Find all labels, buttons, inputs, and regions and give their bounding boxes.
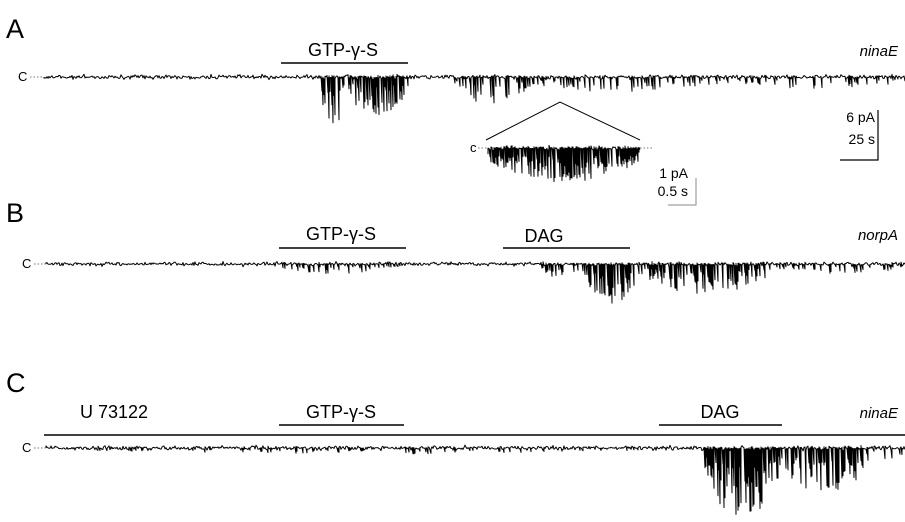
- inset-closed-label: c: [470, 140, 477, 155]
- panel-a-scale-current: 6 pA: [846, 109, 875, 125]
- inset-scale-current: 1 pA: [659, 165, 688, 181]
- panel-c: C ninaE U 73122 GTP-γ-S DAG C: [6, 368, 905, 515]
- inset-scale-time: 0.5 s: [658, 183, 688, 199]
- panel-b-gtp-label: GTP-γ-S: [306, 224, 376, 244]
- panel-c-closed-label: C: [22, 440, 31, 455]
- inset-trace: [487, 144, 641, 183]
- panel-b-genotype: norpA: [858, 227, 898, 244]
- panel-a: A ninaE GTP-γ-S C c 6 pA 25 s 1 pA 0.5 s: [6, 14, 905, 206]
- panel-c-gtp-label: GTP-γ-S: [306, 402, 376, 422]
- panel-c-u73122-label: U 73122: [80, 402, 148, 422]
- panel-a-closed-label: C: [18, 69, 27, 84]
- panel-c-letter: C: [6, 368, 26, 398]
- panel-a-letter: A: [6, 14, 24, 44]
- panel-b-letter: B: [6, 198, 24, 228]
- panel-c-dag-label: DAG: [700, 402, 739, 422]
- panel-b-closed-label: C: [22, 256, 31, 271]
- panel-b-trace: [45, 261, 905, 304]
- panel-b-dag-label: DAG: [524, 226, 563, 246]
- inset-scale-bar: [668, 178, 697, 206]
- panel-a-trace: [43, 73, 905, 124]
- inset-pointer: [485, 101, 641, 141]
- panel-c-trace: [45, 444, 905, 515]
- panel-c-genotype: ninaE: [860, 405, 899, 422]
- panel-a-gtp-label: GTP-γ-S: [308, 40, 378, 60]
- panel-a-genotype: ninaE: [860, 43, 899, 60]
- panel-a-scale-bar: [840, 110, 879, 161]
- panel-a-scale-time: 25 s: [849, 131, 875, 147]
- panel-b: B norpA GTP-γ-S DAG C: [6, 198, 905, 304]
